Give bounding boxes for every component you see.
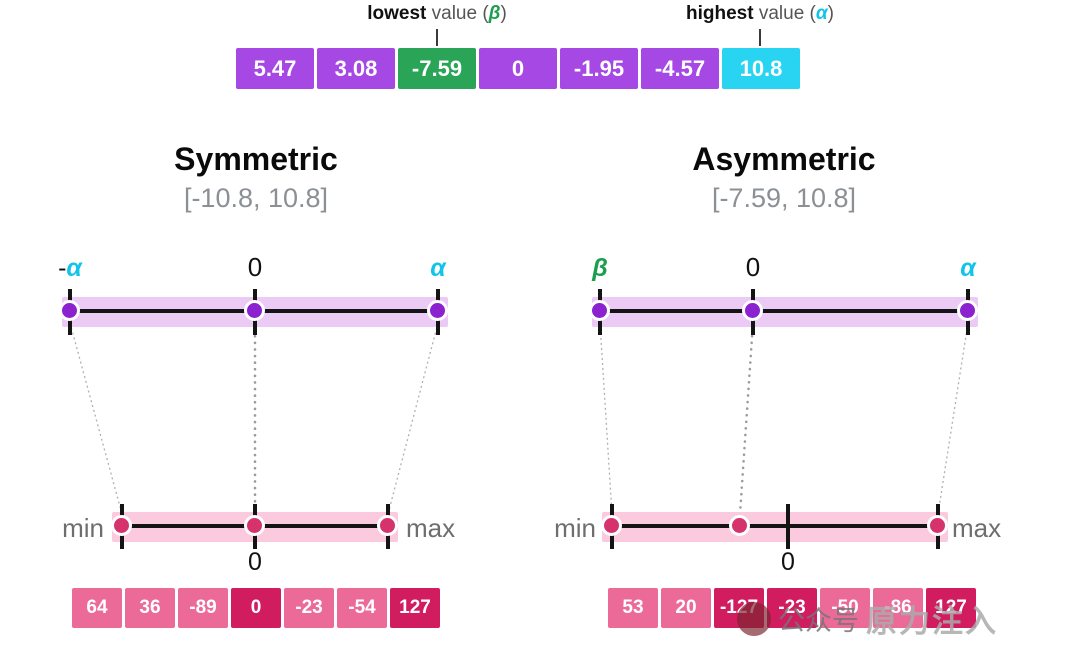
max-label: max <box>406 513 456 543</box>
lowest-value-annotation: lowest value (β) <box>367 3 507 25</box>
asymmetric-title: Asymmetric <box>692 141 876 177</box>
max-dot <box>377 515 398 536</box>
connector-line <box>387 322 439 515</box>
int-cell: 20 <box>661 588 711 628</box>
int-cell-zero: 0 <box>231 588 281 628</box>
neg-alpha-dot <box>59 300 80 321</box>
asymmetric-int-axis <box>610 524 940 528</box>
beta-symbol: β <box>592 254 608 282</box>
float-cell: 0 <box>479 48 557 89</box>
int-cell: 53 <box>608 588 658 628</box>
connector-line <box>937 322 969 515</box>
connector-line <box>69 322 123 515</box>
beta-symbol: β <box>488 3 501 24</box>
alpha-label: α <box>960 254 976 283</box>
zero-dot <box>244 515 265 536</box>
alpha-symbol: α <box>66 254 82 282</box>
float-cell: -1.95 <box>560 48 638 89</box>
float-cell: 3.08 <box>317 48 395 89</box>
float-cell: 5.47 <box>236 48 314 89</box>
zeropoint-dot <box>729 515 750 536</box>
int-cell-min: -127 <box>714 588 764 628</box>
symmetric-int-row: 64 36 -89 0 -23 -54 127 <box>72 588 440 628</box>
int-cell: 64 <box>72 588 122 628</box>
highest-label-end: ) <box>827 3 834 24</box>
beta-dot <box>589 300 610 321</box>
int-cell: -54 <box>337 588 387 628</box>
highest-label: highest <box>686 3 754 24</box>
min-dot <box>601 515 622 536</box>
int-cell-max: 127 <box>926 588 976 628</box>
alpha-label: α <box>430 254 446 283</box>
min-label: min <box>62 513 104 543</box>
asymmetric-float-axis <box>600 309 968 313</box>
highest-label-mid: value ( <box>753 3 816 24</box>
float-cell-highest: 10.8 <box>722 48 800 89</box>
zero-dot <box>742 300 763 321</box>
highest-pointer-line <box>759 29 761 46</box>
int-cell: -89 <box>178 588 228 628</box>
neg-alpha-label: -α <box>58 254 82 283</box>
beta-label: β <box>592 254 608 283</box>
float-values-row: 5.47 3.08 -7.59 0 -1.95 -4.57 10.8 <box>236 48 800 89</box>
lowest-pointer-line <box>436 29 438 46</box>
alpha-symbol: α <box>960 254 976 282</box>
connector-line <box>599 322 613 515</box>
int-cell: -23 <box>284 588 334 628</box>
alpha-dot <box>957 300 978 321</box>
int-cell-zeropoint: -23 <box>767 588 817 628</box>
minus-sign: - <box>58 254 67 282</box>
alpha-symbol: α <box>815 3 828 24</box>
highest-value-annotation: highest value (α) <box>686 3 834 25</box>
max-dot <box>927 515 948 536</box>
connector-zero-line <box>738 321 755 516</box>
symmetric-title: Symmetric <box>174 141 338 177</box>
zero-label-bottom: 0 <box>248 548 262 576</box>
zero-label-top: 0 <box>247 252 263 282</box>
min-dot <box>111 515 132 536</box>
int-cell: -86 <box>873 588 923 628</box>
zero-tick <box>786 504 790 549</box>
max-label: max <box>952 513 1002 543</box>
alpha-dot <box>427 300 448 321</box>
int-cell-max: 127 <box>390 588 440 628</box>
lowest-label-end: ) <box>500 3 507 24</box>
alpha-symbol: α <box>430 254 446 282</box>
asymmetric-range: [-7.59, 10.8] <box>711 183 857 213</box>
zero-label-top: 0 <box>745 252 761 282</box>
symmetric-range: [-10.8, 10.8] <box>183 183 329 213</box>
zero-dot <box>244 300 265 321</box>
float-cell: -4.57 <box>641 48 719 89</box>
lowest-label: lowest <box>367 3 427 24</box>
min-label: min <box>554 513 596 543</box>
int-cell: -50 <box>820 588 870 628</box>
zero-label-bottom: 0 <box>781 548 795 576</box>
float-cell-lowest: -7.59 <box>398 48 476 89</box>
lowest-label-mid: value ( <box>426 3 489 24</box>
asymmetric-int-row: 53 20 -127 -23 -50 -86 127 <box>608 588 976 628</box>
int-cell: 36 <box>125 588 175 628</box>
